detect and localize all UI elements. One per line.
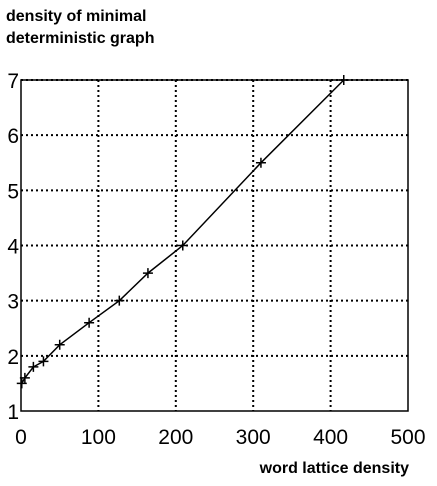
series-line: [21, 79, 345, 384]
x-tick-label-100: 100: [81, 426, 116, 449]
data-point-marker-3: [38, 356, 49, 367]
y-tick-label-3: 3: [7, 291, 19, 314]
series-markers: [16, 75, 349, 389]
data-point-marker-6: [114, 295, 125, 306]
x-tick-label-500: 500: [390, 426, 425, 449]
data-point-marker-1: [19, 372, 30, 383]
x-tick-label-300: 300: [236, 426, 271, 449]
y-axis-label-line-2: deterministic graph: [6, 30, 155, 47]
data-point-marker-2: [28, 361, 39, 372]
data-point-marker-0: [16, 378, 27, 389]
y-axis-label-line-1: density of minimal: [6, 8, 147, 25]
x-tick-label-400: 400: [313, 426, 348, 449]
x-tick-label-0: 0: [15, 426, 27, 449]
y-tick-label-1: 1: [7, 401, 19, 424]
y-tick-label-7: 7: [7, 70, 19, 93]
data-point-marker-4: [54, 339, 65, 350]
grid-lines: [21, 79, 408, 411]
data-point-marker-7: [142, 268, 153, 279]
data-point-marker-9: [255, 157, 266, 168]
y-tick-label-5: 5: [7, 180, 19, 203]
y-axis-label: density of minimal deterministic graph: [6, 6, 154, 50]
x-tick-label-200: 200: [158, 426, 193, 449]
data-point-marker-8: [177, 240, 188, 251]
y-tick-labels: 1 2 3 4 5 6 7: [7, 70, 19, 424]
x-tick-labels: 0 100 200 300 400 500: [15, 426, 425, 449]
y-tick-label-6: 6: [7, 125, 19, 148]
data-point-marker-5: [84, 317, 95, 328]
plot-frame: [20, 79, 409, 412]
y-tick-label-2: 2: [7, 346, 19, 369]
data-point-marker-10: [338, 75, 349, 85]
y-tick-label-4: 4: [7, 236, 19, 259]
x-axis-label: word lattice density: [259, 460, 409, 477]
